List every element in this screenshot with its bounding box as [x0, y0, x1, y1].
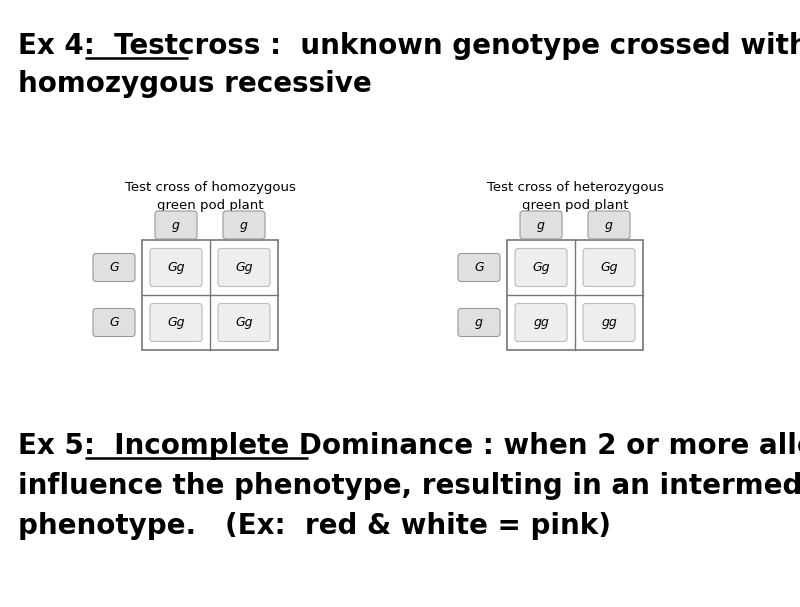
Text: green pod plant: green pod plant [522, 200, 628, 212]
Text: green pod plant: green pod plant [157, 200, 263, 212]
Text: Test cross of heterozygous: Test cross of heterozygous [486, 181, 663, 194]
FancyBboxPatch shape [458, 308, 500, 336]
Text: Ex 5:  Incomplete Dominance : when 2 or more alleles: Ex 5: Incomplete Dominance : when 2 or m… [18, 432, 800, 460]
Text: homozygous recessive: homozygous recessive [18, 70, 372, 98]
FancyBboxPatch shape [223, 211, 265, 239]
FancyBboxPatch shape [588, 211, 630, 239]
FancyBboxPatch shape [458, 254, 500, 282]
Text: Gg: Gg [167, 316, 185, 329]
FancyBboxPatch shape [218, 304, 270, 342]
FancyBboxPatch shape [520, 211, 562, 239]
Text: G: G [109, 316, 119, 329]
FancyBboxPatch shape [155, 211, 197, 239]
FancyBboxPatch shape [515, 304, 567, 342]
Text: g: g [605, 219, 613, 231]
Text: Test cross of homozygous: Test cross of homozygous [125, 181, 295, 194]
FancyBboxPatch shape [93, 308, 135, 336]
FancyBboxPatch shape [93, 254, 135, 282]
Text: gg: gg [601, 316, 617, 329]
Text: G: G [474, 261, 484, 274]
FancyBboxPatch shape [150, 304, 202, 342]
Text: Ex 4:  Testcross :  unknown genotype crossed with: Ex 4: Testcross : unknown genotype cross… [18, 32, 800, 60]
Bar [507, 240, 643, 350]
Text: Gg: Gg [600, 261, 618, 274]
FancyBboxPatch shape [515, 248, 567, 287]
FancyBboxPatch shape [150, 248, 202, 287]
Text: Gg: Gg [167, 261, 185, 274]
Text: influence the phenotype, resulting in an intermediate: influence the phenotype, resulting in an… [18, 472, 800, 500]
Text: g: g [240, 219, 248, 231]
Text: Gg: Gg [235, 316, 253, 329]
Text: Gg: Gg [235, 261, 253, 274]
Text: phenotype.   (Ex:  red & white = pink): phenotype. (Ex: red & white = pink) [18, 512, 611, 540]
Text: g: g [172, 219, 180, 231]
FancyBboxPatch shape [583, 304, 635, 342]
FancyBboxPatch shape [583, 248, 635, 287]
Text: Gg: Gg [532, 261, 550, 274]
Text: g: g [537, 219, 545, 231]
Text: g: g [475, 316, 483, 329]
Text: G: G [109, 261, 119, 274]
FancyBboxPatch shape [218, 248, 270, 287]
Text: gg: gg [533, 316, 549, 329]
Bar [142, 240, 278, 350]
